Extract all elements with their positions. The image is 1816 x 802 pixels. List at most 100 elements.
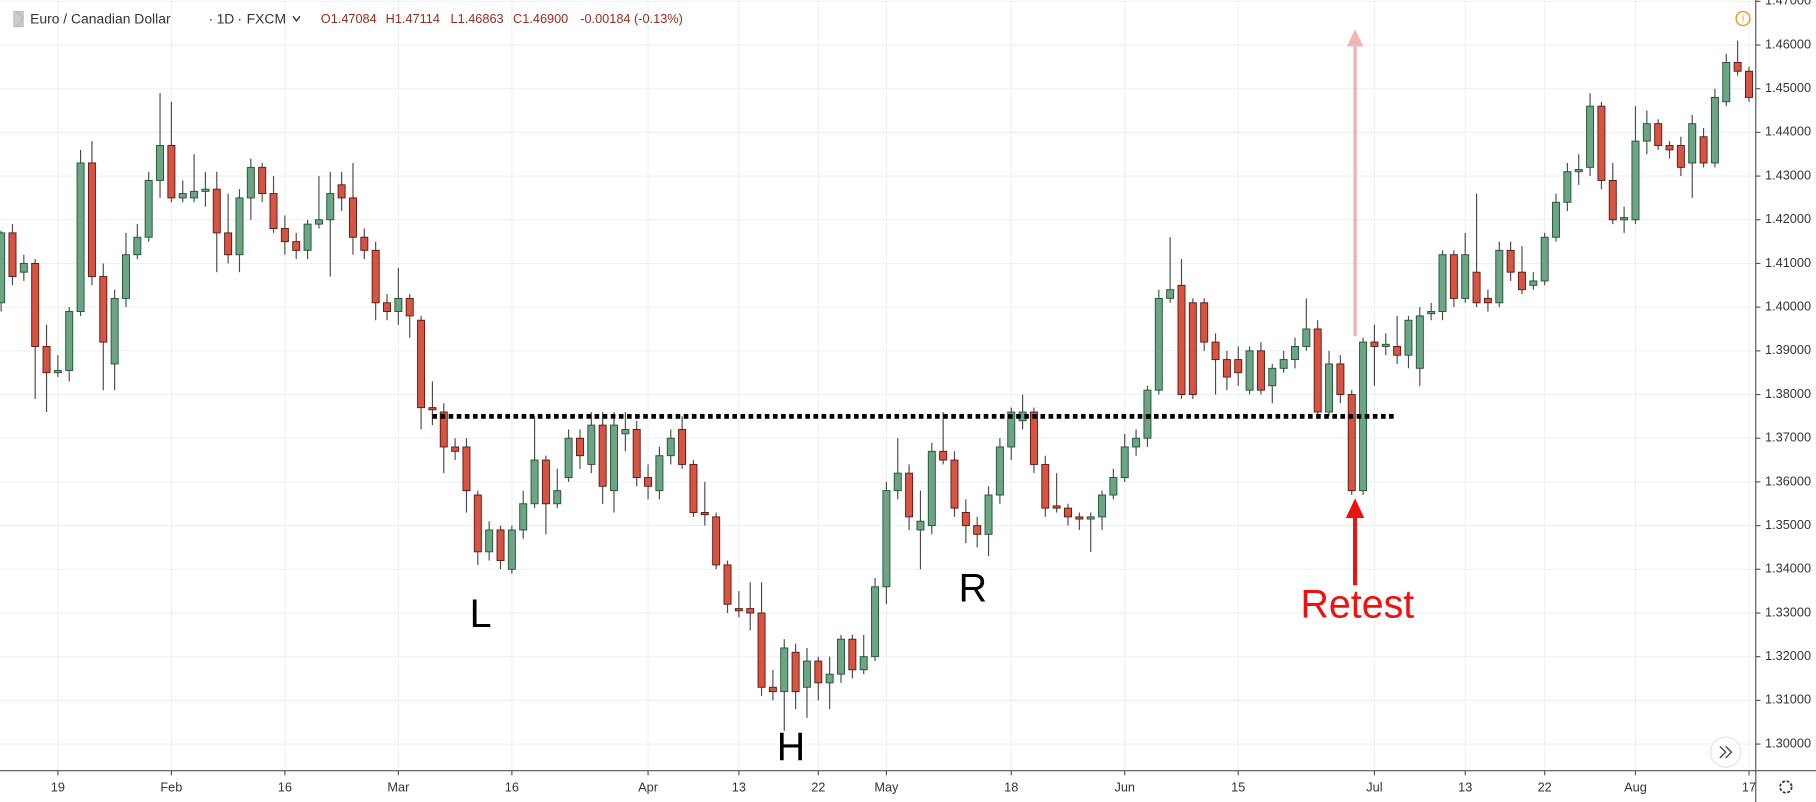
candle-body: [1132, 437, 1141, 448]
candle-body: [598, 424, 607, 487]
candle-body: [53, 370, 62, 374]
candle-body: [1222, 359, 1231, 378]
candle-body: [1517, 271, 1526, 291]
x-tick-label: Apr: [638, 779, 659, 794]
candle-body: [383, 302, 392, 312]
candle-body: [485, 529, 494, 553]
candle-body: [802, 660, 811, 688]
candle-body: [1438, 254, 1447, 312]
candle-body: [1268, 367, 1277, 387]
y-tick-label: 1.31000: [1765, 692, 1811, 707]
candle-body: [496, 529, 505, 562]
candle-body: [1540, 236, 1549, 282]
candle-body: [666, 437, 675, 457]
candle-body: [428, 407, 437, 411]
candles: [0, 40, 1753, 731]
candle-body: [1347, 394, 1356, 492]
y-tick-label: 1.35000: [1765, 517, 1811, 532]
candle-body: [1495, 249, 1504, 304]
separator: ·: [237, 10, 242, 26]
dropdown-icon[interactable]: [292, 15, 301, 23]
x-tick-label: 19: [51, 779, 65, 794]
candle-body: [1211, 341, 1220, 361]
candle-body: [0, 232, 6, 304]
y-tick-label: 1.39000: [1765, 342, 1811, 357]
x-tick-label: Feb: [160, 779, 182, 794]
candle-body: [1064, 507, 1072, 518]
y-tick-label: 1.30000: [1765, 735, 1811, 750]
candle-body: [1177, 284, 1186, 395]
candle-body: [1245, 350, 1254, 391]
candle-body: [1007, 411, 1016, 448]
candle-body: [65, 311, 74, 371]
candle-body: [473, 494, 482, 553]
x-tick-label: 13: [1458, 779, 1472, 794]
candle-body: [337, 184, 346, 199]
candle-body: [76, 162, 85, 312]
candle-body: [303, 223, 312, 251]
candle-body: [1302, 328, 1311, 347]
candle-body: [553, 490, 562, 505]
candle-body: [1325, 363, 1334, 413]
candle-body: [734, 608, 743, 612]
candle-body: [1586, 105, 1595, 168]
candle-body: [314, 219, 323, 225]
candle-body: [1722, 62, 1731, 103]
candle-body: [99, 276, 108, 343]
symbol: Euro / Canadian Dollar: [30, 10, 171, 26]
axes: 1.30000 1.31000 1.32000 1.33000 1.34000 1.350…: [51, 0, 1811, 794]
candle-body: [8, 232, 17, 278]
source: FXCM: [247, 10, 286, 26]
target-arrow-head: [1346, 28, 1364, 47]
candle-body: [893, 472, 902, 492]
candle-body: [1086, 516, 1095, 520]
candle-body: [973, 525, 982, 535]
ohlc-low: L1.46863: [451, 11, 504, 26]
candle-body: [1597, 105, 1606, 181]
y-tick-label: 1.44000: [1765, 124, 1811, 139]
candle-body: [530, 459, 539, 505]
y-tick-label: 1.47000: [1765, 0, 1811, 8]
warning-icon[interactable]: [1735, 10, 1751, 27]
candle-body: [1631, 140, 1640, 221]
x-tick-label: 17: [1742, 779, 1756, 794]
candle-body: [905, 472, 914, 518]
candle-body: [292, 241, 301, 251]
candle-body: [1449, 254, 1458, 299]
candle-body: [156, 145, 165, 181]
candle-body: [1200, 302, 1209, 343]
candle-body: [1733, 62, 1742, 72]
y-tick-label: 1.46000: [1765, 36, 1811, 51]
candle-body: [564, 437, 573, 479]
candle-body: [212, 188, 221, 234]
candle-body: [42, 346, 51, 374]
candle-body: [984, 494, 993, 535]
candle-body: [1710, 96, 1719, 164]
right-shoulder-label: R: [959, 566, 987, 610]
candle-body: [961, 512, 970, 527]
candle-body: [814, 660, 823, 684]
settings-icon[interactable]: [1779, 780, 1793, 794]
candle-body: [121, 254, 130, 299]
y-tick-label: 1.33000: [1765, 604, 1811, 619]
candle-body: [1393, 346, 1402, 356]
candle-body: [246, 166, 255, 199]
candle-body: [1188, 302, 1197, 395]
y-tick-label: 1.34000: [1765, 561, 1811, 576]
x-tick-label: 16: [505, 779, 519, 794]
candle-body: [712, 516, 721, 566]
candle-body: [1075, 516, 1084, 520]
candle-body: [587, 424, 596, 465]
x-tick-label: Jun: [1114, 779, 1135, 794]
candle-body: [1461, 254, 1470, 299]
candle-body: [1665, 145, 1674, 151]
retest-arrow-head: [1345, 498, 1365, 519]
head-label: H: [777, 725, 805, 769]
candle-body: [1415, 315, 1424, 369]
candle-body: [19, 262, 28, 273]
y-tick-label: 1.45000: [1765, 80, 1811, 95]
candle-body: [1291, 346, 1299, 361]
candle-body: [451, 446, 460, 452]
candle-body: [167, 145, 176, 199]
